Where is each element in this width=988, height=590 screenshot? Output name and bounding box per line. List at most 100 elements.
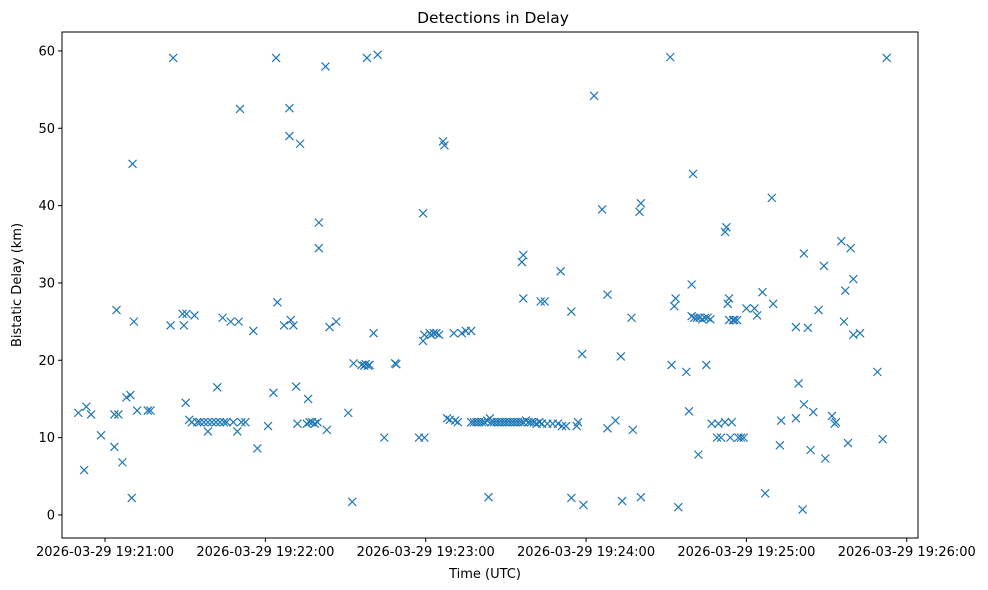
data-point: [611, 416, 620, 426]
data-point: [693, 450, 703, 460]
y-tick-label: 40: [38, 199, 55, 214]
data-point: [272, 297, 282, 307]
data-point: [219, 417, 229, 427]
data-point: [526, 417, 536, 427]
data-point: [798, 505, 807, 514]
data-point: [295, 139, 305, 149]
data-point: [688, 169, 698, 179]
data-point: [736, 433, 746, 443]
x-axis-label: Time (UTC): [448, 567, 521, 582]
data-point: [882, 53, 892, 63]
data-point: [540, 297, 550, 306]
data-point: [814, 305, 824, 315]
data-point: [723, 299, 733, 309]
x-tick-label: 2026-03-29 19:22:00: [196, 545, 334, 560]
data-point: [697, 314, 707, 324]
data-point: [418, 208, 428, 218]
data-point: [831, 417, 841, 427]
data-point: [228, 417, 238, 427]
data-point: [143, 406, 153, 415]
data-point: [667, 360, 677, 370]
data-point: [484, 492, 493, 502]
data-point: [806, 445, 815, 455]
data-point: [684, 406, 694, 416]
data-point: [168, 53, 178, 63]
data-point: [820, 454, 830, 463]
data-point: [112, 305, 121, 315]
data-point: [518, 250, 528, 260]
data-point: [182, 309, 191, 319]
data-point: [434, 330, 444, 340]
data-point: [302, 419, 312, 429]
data-point: [235, 104, 245, 114]
data-point: [419, 330, 429, 340]
y-tick-label: 10: [38, 431, 55, 446]
y-tick-label: 0: [47, 508, 55, 523]
data-point: [285, 103, 294, 113]
data-point: [597, 205, 607, 214]
data-point: [442, 413, 452, 423]
data-point: [218, 313, 228, 323]
chart-title: Detections in Delay: [417, 9, 569, 27]
x-tick-label: 2026-03-29 19:23:00: [357, 545, 495, 560]
data-point: [211, 417, 221, 427]
data-point: [687, 311, 697, 321]
data-point: [450, 416, 460, 426]
data-point: [127, 493, 137, 503]
data-point: [705, 314, 715, 324]
data-point: [516, 417, 526, 427]
data-point: [419, 433, 429, 443]
data-point: [617, 496, 627, 506]
data-point: [716, 433, 726, 443]
data-point: [79, 465, 89, 475]
data-point: [113, 409, 123, 419]
data-point: [305, 417, 314, 427]
data-point: [146, 406, 155, 415]
data-point: [73, 408, 83, 418]
data-point: [96, 430, 106, 440]
data-point: [117, 457, 127, 467]
data-point: [669, 301, 679, 311]
data-point: [236, 417, 246, 427]
data-point: [713, 419, 723, 429]
data-point: [314, 218, 324, 228]
data-point: [803, 323, 813, 333]
data-point: [742, 304, 751, 313]
data-point: [681, 367, 691, 377]
data-point: [775, 440, 785, 450]
data-point: [215, 417, 225, 427]
data-point: [636, 198, 646, 208]
data-point: [232, 427, 242, 436]
data-point: [521, 416, 531, 426]
data-point: [556, 266, 566, 276]
data-point: [129, 317, 139, 327]
data-point: [128, 159, 137, 169]
data-point: [534, 417, 544, 427]
plot-area: [73, 50, 892, 514]
data-point: [589, 91, 599, 101]
data-point: [553, 419, 563, 429]
data-point: [181, 398, 191, 408]
data-point: [573, 417, 583, 427]
data-point: [725, 433, 735, 443]
data-point: [703, 313, 713, 323]
data-point: [578, 500, 588, 510]
data-point: [760, 488, 770, 498]
data-point: [303, 394, 313, 404]
x-axis: 2026-03-29 19:21:00 2026-03-29 19:22:00 20…: [36, 538, 976, 560]
data-point: [687, 280, 697, 289]
data-point: [310, 419, 320, 429]
data-point: [199, 417, 209, 427]
data-point: [536, 297, 546, 306]
data-point: [700, 313, 710, 323]
data-point: [603, 290, 612, 299]
data-point: [878, 434, 888, 444]
data-point: [203, 427, 213, 436]
y-tick-label: 50: [38, 122, 55, 137]
data-point: [819, 261, 829, 271]
y-tick-label: 20: [38, 354, 55, 369]
data-point: [234, 317, 244, 327]
data-point: [701, 360, 711, 370]
data-point: [457, 328, 467, 338]
